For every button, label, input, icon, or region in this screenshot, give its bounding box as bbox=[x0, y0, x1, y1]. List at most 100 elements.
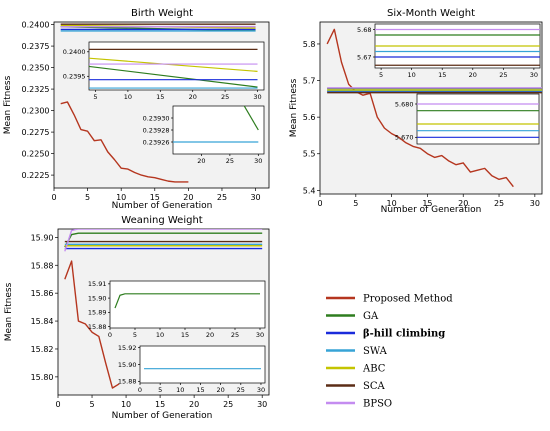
x-tick-label: 25 bbox=[217, 193, 227, 202]
x-tick-label: 15 bbox=[155, 400, 165, 409]
y-tick-label: 15.88 bbox=[31, 261, 54, 270]
y-tick-label: 0.23926 bbox=[143, 138, 170, 146]
x-tick-label: 10 bbox=[124, 93, 132, 101]
legend-label: ABC bbox=[362, 364, 386, 375]
y-tick-label: 0.2250 bbox=[22, 150, 50, 159]
legend-label: SCA bbox=[363, 381, 386, 392]
y-tick-label: 15.80 bbox=[31, 373, 54, 382]
x-tick-label: 20 bbox=[458, 199, 468, 208]
panel-birth-weight: Birth Weight 0 5 10 15 20 25 30 0.2225 0.2250 0.2… bbox=[3, 8, 270, 211]
x-tick-label: 0 bbox=[55, 400, 60, 409]
y-tick-label: 0.23928 bbox=[143, 126, 170, 134]
x-tick-label: 25 bbox=[494, 199, 504, 208]
panel-weaning-weight: Weaning Weight 0 5 10 15 20 25 30 15.80 15.82 15.… bbox=[4, 215, 270, 421]
x-tick-label: 30 bbox=[257, 386, 265, 394]
y-tick-label: 5.7 bbox=[303, 77, 316, 86]
x-tick-label: 0 bbox=[108, 331, 112, 339]
x-tick-label: 30 bbox=[254, 157, 262, 165]
inset-plot bbox=[172, 105, 265, 155]
y-tick-label: 15.88 bbox=[118, 378, 137, 386]
x-tick-label: 30 bbox=[253, 93, 261, 101]
y-tick-label: 15.90 bbox=[88, 294, 107, 302]
y-axis-label: Mean Fitness bbox=[289, 78, 299, 137]
legend-label: SWA bbox=[363, 346, 388, 357]
x-tick-label: 30 bbox=[250, 193, 260, 202]
x-axis-label: Number of Generation bbox=[112, 411, 213, 421]
y-tick-label: 0.2400 bbox=[63, 48, 86, 56]
y-axis-label: Mean Fitness bbox=[3, 75, 13, 134]
y-tick-label: 0.2350 bbox=[22, 64, 50, 73]
series-line-proposed-method bbox=[64, 260, 120, 389]
series-line-proposed-method bbox=[60, 101, 189, 183]
x-tick-label: 15 bbox=[156, 93, 164, 101]
y-tick-label: 5.680 bbox=[395, 100, 414, 108]
y-tick-label: 15.89 bbox=[88, 309, 107, 317]
y-tick-label: 0.2395 bbox=[63, 73, 86, 81]
x-tick-label: 25 bbox=[221, 93, 229, 101]
x-tick-label: 10 bbox=[408, 71, 416, 79]
y-tick-label: 15.90 bbox=[118, 361, 137, 369]
x-tick-label: 30 bbox=[257, 400, 267, 409]
x-tick-label: 20 bbox=[183, 193, 193, 202]
series-line-bpso bbox=[64, 229, 263, 252]
x-tick-label: 5 bbox=[89, 400, 94, 409]
x-tick-label: 5 bbox=[158, 386, 162, 394]
x-tick-label: 20 bbox=[206, 331, 214, 339]
y-tick-label: 15.90 bbox=[31, 233, 54, 242]
y-tick-label: 0.2375 bbox=[22, 42, 50, 51]
y-tick-label: 15.86 bbox=[31, 289, 54, 298]
legend-label: Proposed Method bbox=[363, 294, 453, 305]
y-tick-label: 5.67 bbox=[357, 53, 371, 61]
y-tick-label: 15.88 bbox=[88, 323, 107, 331]
series-line-ga bbox=[89, 65, 258, 88]
chart-title: Six-Month Weight bbox=[387, 8, 475, 19]
y-tick-label: 15.91 bbox=[88, 280, 107, 288]
x-tick-label: 5 bbox=[133, 331, 137, 339]
x-tick-label: 20 bbox=[197, 157, 205, 165]
y-tick-label: 0.2275 bbox=[22, 128, 50, 137]
y-tick-label: 5.4 bbox=[303, 186, 316, 195]
legend-label: BPSO bbox=[363, 399, 392, 410]
y-tick-label: 0.2300 bbox=[22, 107, 50, 116]
x-tick-label: 10 bbox=[116, 193, 126, 202]
x-tick-label: 30 bbox=[530, 199, 540, 208]
chart-title: Weaning Weight bbox=[121, 215, 202, 226]
y-tick-label: 0.2325 bbox=[22, 85, 50, 94]
x-axis-label: Number of Generation bbox=[112, 201, 213, 211]
x-tick-label: 25 bbox=[223, 400, 233, 409]
y-axis-label: Mean Fitness bbox=[4, 282, 14, 341]
x-axis-label: Number of Generation bbox=[381, 205, 482, 215]
x-tick-label: 5 bbox=[93, 93, 97, 101]
x-tick-label: 15 bbox=[181, 331, 189, 339]
x-tick-label: 10 bbox=[121, 400, 131, 409]
x-tick-label: 20 bbox=[189, 400, 199, 409]
y-tick-label: 5.5 bbox=[303, 150, 316, 159]
x-tick-label: 15 bbox=[150, 193, 160, 202]
x-tick-label: 15 bbox=[422, 199, 432, 208]
x-tick-label: 0 bbox=[317, 199, 322, 208]
y-tick-label: 15.92 bbox=[118, 344, 137, 352]
x-tick-label: 10 bbox=[387, 199, 397, 208]
x-tick-label: 25 bbox=[226, 157, 234, 165]
x-tick-label: 15 bbox=[196, 386, 204, 394]
x-tick-label: 10 bbox=[156, 331, 164, 339]
inset-plot bbox=[416, 93, 540, 145]
y-tick-label: 5.68 bbox=[357, 26, 371, 34]
x-tick-label: 15 bbox=[438, 71, 446, 79]
x-tick-label: 5 bbox=[85, 193, 90, 202]
y-tick-label: 0.2225 bbox=[22, 171, 50, 180]
legend-label: GA bbox=[363, 311, 379, 322]
inset-plot bbox=[139, 345, 266, 384]
x-tick-label: 30 bbox=[256, 331, 264, 339]
y-tick-label: 5.8 bbox=[303, 40, 316, 49]
x-tick-label: 25 bbox=[237, 386, 245, 394]
x-tick-label: 25 bbox=[231, 331, 239, 339]
x-tick-label: 0 bbox=[138, 386, 142, 394]
y-tick-label: 5.670 bbox=[395, 134, 414, 142]
x-tick-label: 0 bbox=[51, 193, 56, 202]
y-tick-label: 5.6 bbox=[303, 113, 316, 122]
y-tick-label: 0.23930 bbox=[143, 114, 170, 122]
y-tick-label: 15.82 bbox=[31, 345, 54, 354]
x-tick-label: 25 bbox=[499, 71, 507, 79]
